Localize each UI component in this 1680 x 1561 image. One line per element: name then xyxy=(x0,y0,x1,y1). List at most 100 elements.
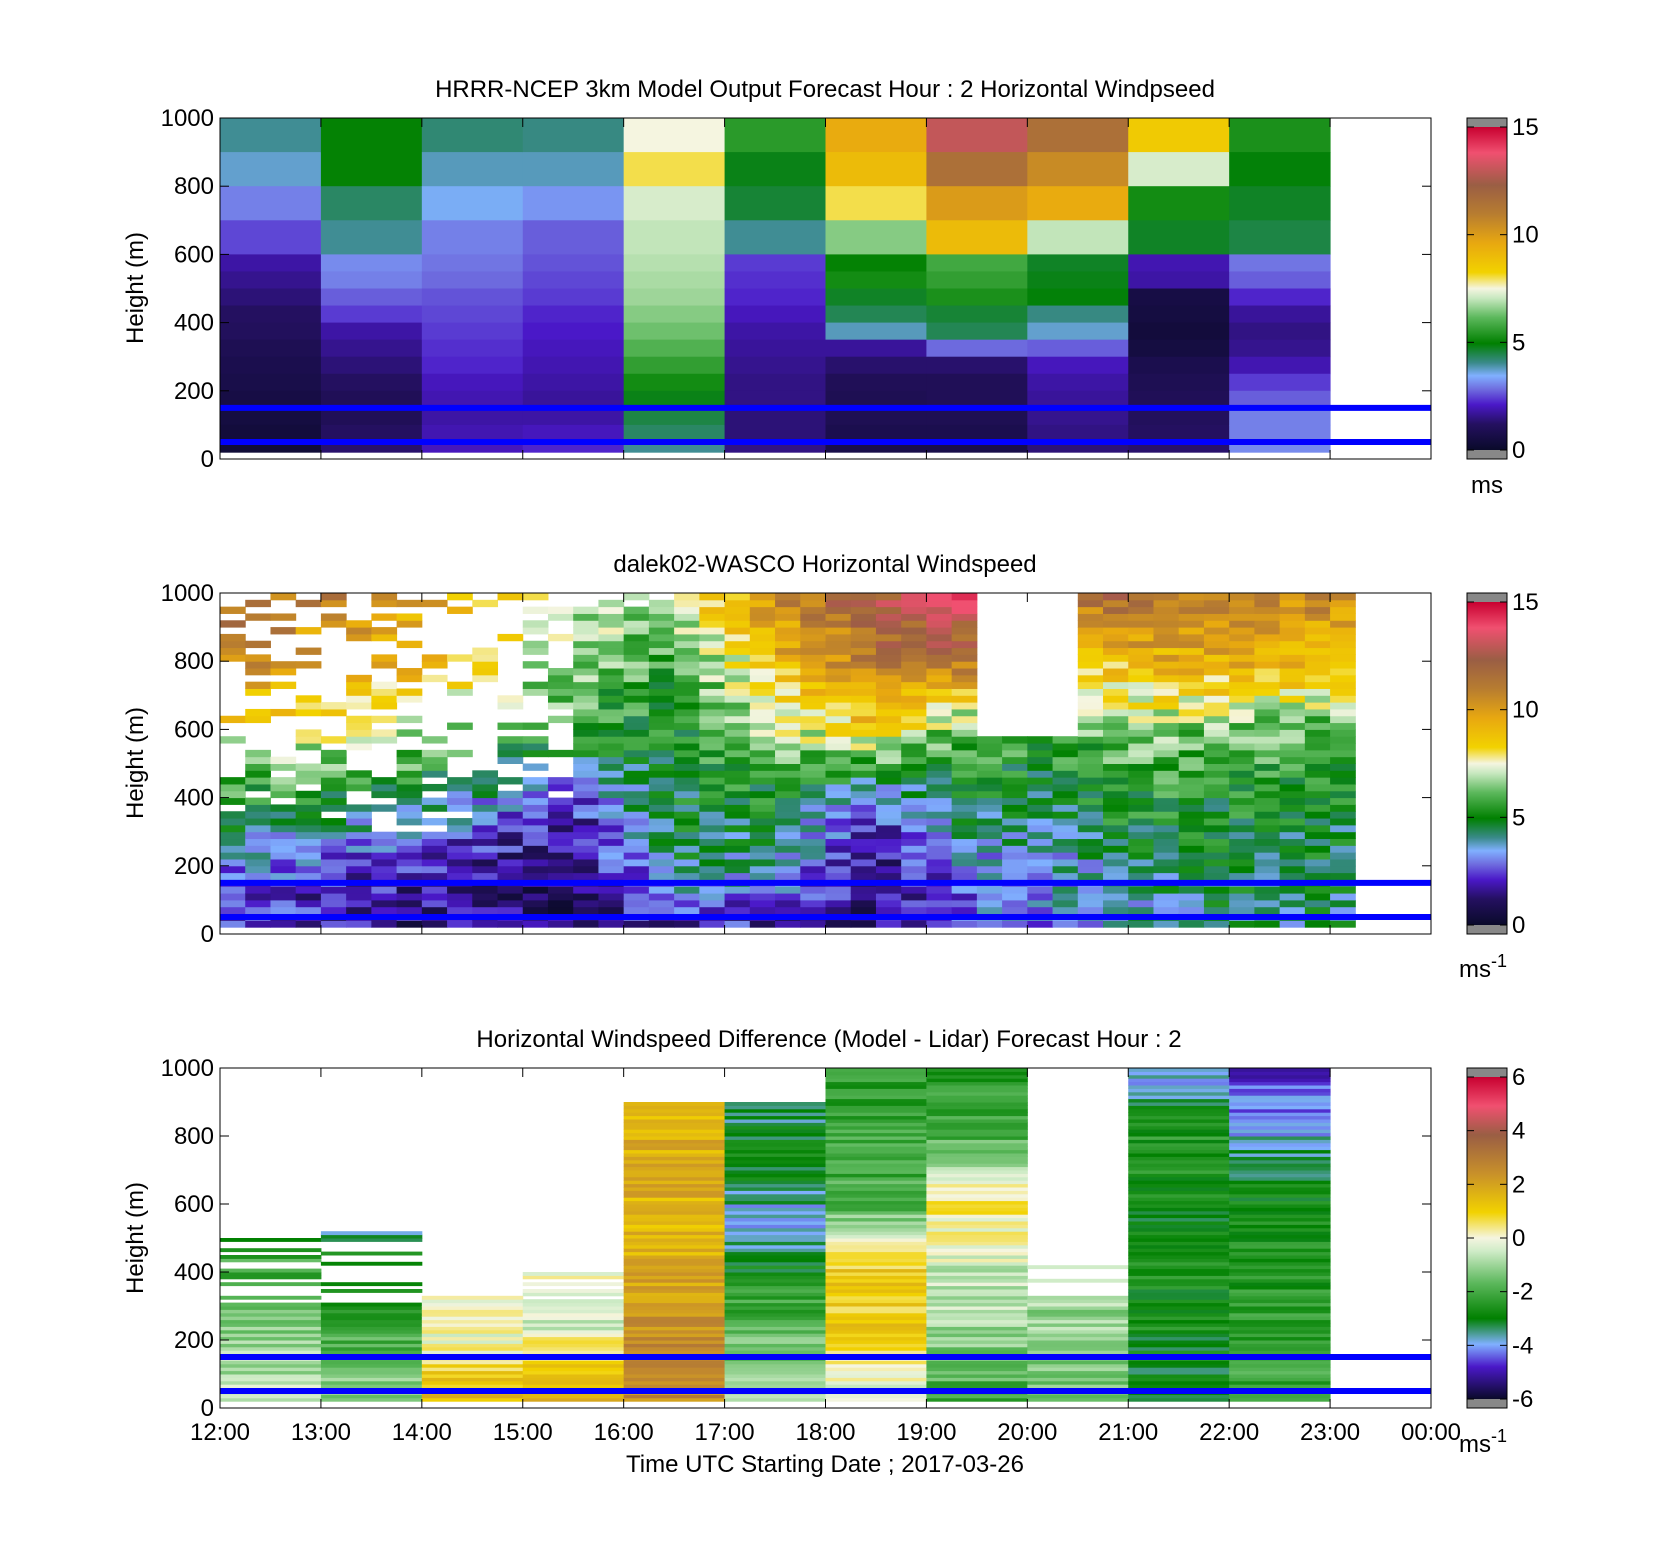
heatmap-cell xyxy=(926,1139,1028,1144)
heatmap-cell xyxy=(775,811,801,819)
heatmap-cell xyxy=(1077,715,1104,724)
heatmap-cell xyxy=(1027,838,1054,846)
heatmap-cell xyxy=(1229,1210,1331,1215)
heatmap-cell xyxy=(1103,661,1129,669)
heatmap-cell xyxy=(1128,1149,1230,1154)
heatmap-cell xyxy=(623,1302,726,1307)
heatmap-cell xyxy=(346,695,372,703)
heatmap-cell xyxy=(724,599,751,608)
heatmap-cell xyxy=(1153,838,1180,846)
heatmap-cell xyxy=(547,811,574,819)
heatmap-cell xyxy=(1027,441,1129,453)
heatmap-cell xyxy=(573,906,599,915)
heatmap-cell xyxy=(472,920,499,928)
heatmap-cell xyxy=(623,1139,726,1144)
heatmap-cell xyxy=(825,1149,927,1154)
heatmap-cell xyxy=(1103,777,1129,785)
heatmap-cell xyxy=(1304,777,1331,785)
heatmap-cell xyxy=(1330,606,1356,614)
heatmap-cell xyxy=(724,1224,826,1229)
heatmap-cell xyxy=(976,852,1003,860)
heatmap-cell xyxy=(421,356,524,375)
heatmap-cell xyxy=(699,824,726,833)
colorbar-tick-label: 0 xyxy=(1512,437,1525,464)
heatmap-cell xyxy=(1279,804,1306,812)
heatmap-cell xyxy=(825,254,927,272)
heatmap-cell xyxy=(1229,1299,1331,1304)
heatmap-cell xyxy=(1128,1098,1230,1103)
heatmap-cell xyxy=(623,1312,726,1317)
heatmap-cell xyxy=(371,654,398,662)
heatmap-cell xyxy=(674,899,700,908)
heatmap-cell xyxy=(421,783,448,792)
heatmap-cell xyxy=(699,729,726,737)
colorbar-tick-label: 10 xyxy=(1512,222,1539,249)
heatmap-cell xyxy=(472,804,499,812)
heatmap-cell xyxy=(926,1326,1028,1331)
heatmap-cell xyxy=(926,1085,1028,1089)
heatmap-cell xyxy=(623,1238,726,1242)
heatmap-cell xyxy=(850,668,877,676)
heatmap-cell xyxy=(220,1326,322,1331)
heatmap-cell xyxy=(724,407,826,426)
heatmap-cell xyxy=(699,654,726,662)
heatmap-cell xyxy=(825,1282,927,1287)
heatmap-cell xyxy=(699,613,726,621)
heatmap-cell xyxy=(421,1323,524,1327)
heatmap-cell xyxy=(623,593,650,601)
heatmap-cell xyxy=(1229,599,1255,608)
heatmap-cell xyxy=(825,1394,927,1399)
heatmap-cell xyxy=(1254,688,1281,696)
heatmap-cell xyxy=(320,770,347,778)
heatmap-cell xyxy=(1279,770,1306,778)
heatmap-cell xyxy=(371,852,398,860)
heatmap-cell xyxy=(522,271,625,289)
heatmap-cell xyxy=(724,1312,826,1317)
heatmap-cell xyxy=(447,804,473,812)
heatmap-cell xyxy=(1103,606,1129,614)
heatmap-cell xyxy=(724,838,751,846)
heatmap-cell xyxy=(1330,661,1356,669)
heatmap-cell xyxy=(447,783,473,792)
heatmap-cell xyxy=(522,390,625,409)
heatmap-cell xyxy=(547,824,574,833)
heatmap-cell xyxy=(1128,1132,1230,1137)
heatmap-cell xyxy=(1203,708,1230,717)
heatmap-cell xyxy=(825,1210,927,1215)
heatmap-cell xyxy=(724,640,751,649)
heatmap-cell xyxy=(724,1323,826,1327)
heatmap-cell xyxy=(220,865,246,874)
heatmap-cell xyxy=(749,593,776,601)
heatmap-cell xyxy=(1279,736,1306,744)
heatmap-cell xyxy=(825,824,852,833)
heatmap-cell xyxy=(825,152,927,187)
heatmap-cell xyxy=(1153,661,1180,669)
heatmap-cell xyxy=(674,886,700,894)
heatmap-cell xyxy=(1027,288,1129,307)
heatmap-cell xyxy=(320,1333,423,1338)
heatmap-cell xyxy=(1128,1071,1230,1076)
heatmap-cell xyxy=(648,906,675,915)
heatmap-cell xyxy=(320,1360,423,1365)
heatmap-cell xyxy=(724,1231,826,1236)
heatmap-cell xyxy=(1203,613,1230,621)
heatmap-cell xyxy=(926,1255,1028,1259)
heatmap-cell xyxy=(1128,1289,1230,1293)
heatmap-cell xyxy=(1153,749,1180,758)
heatmap-cell xyxy=(1254,647,1281,655)
heatmap-cell xyxy=(1128,872,1154,880)
heatmap-cell xyxy=(1077,674,1104,683)
heatmap-cell xyxy=(522,1377,625,1382)
heatmap-cell xyxy=(320,1343,423,1348)
heatmap-cell xyxy=(1229,254,1331,272)
heatmap-cell xyxy=(1077,743,1104,751)
heatmap-cell xyxy=(623,373,726,392)
heatmap-cell xyxy=(220,1319,322,1324)
heatmap-cell xyxy=(623,831,650,840)
heatmap-cell xyxy=(320,1231,423,1236)
heatmap-cell xyxy=(573,708,599,717)
heatmap-cell xyxy=(1203,661,1230,669)
heatmap-cell xyxy=(951,647,978,655)
heatmap-cell xyxy=(825,1397,927,1402)
